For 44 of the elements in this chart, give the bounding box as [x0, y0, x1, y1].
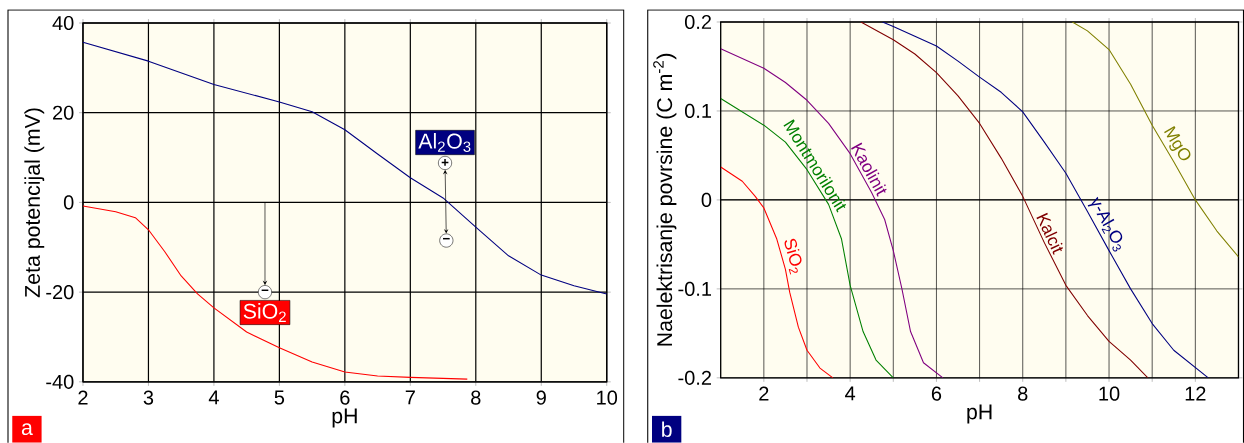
x-tick-label: 10 [597, 390, 618, 405]
text: a [21, 423, 33, 435]
x-tick-label: 3 [143, 390, 154, 405]
x-tick-label: 5 [274, 390, 285, 405]
y-tick-label: 20 [53, 105, 74, 120]
x-tick-label: 9 [536, 390, 546, 405]
line-series [1071, 21, 1239, 258]
x-tick-label: 10 [1099, 386, 1120, 401]
line-series [720, 47, 944, 378]
line-series [82, 41, 607, 295]
y-axis-title: Naelektrisanje povrsine (C m$^{-2}$) [653, 53, 677, 346]
y-tick-label: -0.2 [678, 370, 711, 385]
x-tick-label: 8 [1018, 386, 1028, 401]
text: SiO$_{2}$ [784, 238, 802, 275]
text: Kalcit [1036, 212, 1064, 255]
y-tick-label: 0 [63, 195, 74, 210]
x-tick-label: 2 [78, 390, 88, 405]
x-tick-label: 7 [405, 390, 415, 405]
x-tick-label: 6 [931, 386, 942, 401]
y-tick-label: -20 [46, 284, 74, 300]
series-label: SiO$_{2}$ [243, 302, 286, 322]
line-series [82, 205, 468, 380]
text: b [662, 421, 672, 437]
x-axis-title: pH [967, 404, 992, 424]
annotation: + [441, 158, 449, 166]
annotation: − [261, 289, 269, 291]
series-label: Al$_{2}$O$_{3}$ [418, 132, 471, 152]
line-series [720, 97, 894, 378]
y-axis-title: Zeta potencijal (mV) [24, 108, 45, 297]
text: γ-Al$_{2}$O$_{3}$ [1087, 196, 1123, 252]
x-tick-label: 4 [208, 390, 219, 405]
x-tick-label: 8 [471, 390, 481, 405]
y-tick-label: 0 [701, 192, 712, 207]
x-tick-label: 2 [759, 386, 769, 401]
y-tick-label: -0.1 [678, 281, 712, 296]
y-tick-label: -40 [46, 374, 74, 389]
annotation: − [442, 237, 450, 240]
y-tick-label: 0.2 [684, 14, 711, 29]
y-tick-label: 0.1 [684, 103, 712, 118]
y-tick-label: 40 [52, 15, 74, 30]
x-tick-label: 12 [1185, 386, 1206, 401]
x-tick-label: 4 [845, 386, 856, 401]
x-axis-title: pH [332, 408, 357, 428]
x-tick-label: 6 [340, 390, 350, 405]
